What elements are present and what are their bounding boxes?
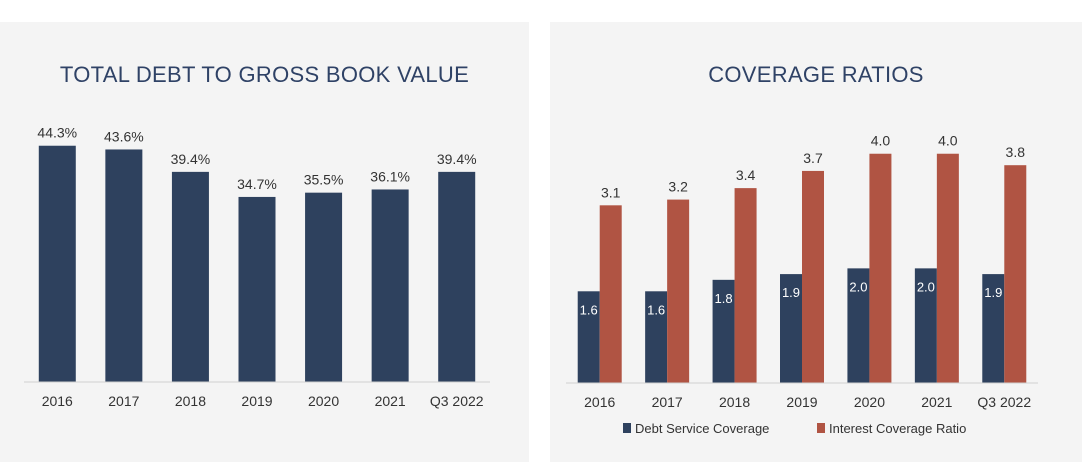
legend-swatch-debt-service	[623, 423, 631, 433]
coverage-x-tick-label: 2020	[854, 394, 885, 410]
coverage-x-tick-label: 2021	[921, 394, 952, 410]
coverage-ratios-chart: 1.6 3.1 2016 1.6 3.2 2017 1.8 3.4 2018 1.9 3.7 2019…	[566, 133, 1038, 436]
dsc-value-label: 1.6	[647, 302, 665, 317]
dsc-bar-2017	[645, 291, 668, 383]
debt-value-label: 34.7%	[237, 176, 277, 192]
icr-value-label: 3.8	[1006, 144, 1026, 160]
coverage-chart-title: COVERAGE RATIOS	[708, 62, 924, 87]
icr-value-label: 3.4	[736, 167, 756, 183]
debt-x-tick-label: Q3 2022	[430, 393, 484, 409]
legend-label-debt-service: Debt Service Coverage	[635, 421, 769, 436]
legend-label-interest-coverage: Interest Coverage Ratio	[829, 421, 966, 436]
debt-x-tick-label: 2018	[175, 393, 206, 409]
dsc-value-label: 1.8	[715, 291, 733, 306]
debt-value-label: 35.5%	[304, 172, 344, 188]
icr-bar-2020	[869, 153, 892, 383]
dsc-bar-2016	[577, 291, 600, 383]
debt-value-label: 39.4%	[437, 151, 477, 167]
dsc-bar-2019	[780, 274, 802, 383]
debt-x-tick-label: 2016	[42, 393, 73, 409]
debt-x-tick-label: 2020	[308, 393, 339, 409]
debt-value-label: 44.3%	[37, 125, 77, 141]
debt-to-book-panel: TOTAL DEBT TO GROSS BOOK VALUE 44.3% 2016…	[0, 22, 529, 462]
coverage-x-tick-label: 2018	[719, 394, 750, 410]
debt-x-tick-label: 2017	[108, 393, 139, 409]
icr-bar-2018	[734, 188, 757, 383]
icr-bar-2016	[599, 205, 622, 383]
icr-value-label: 3.1	[601, 184, 621, 200]
icr-bar-q3-2022	[1004, 165, 1027, 383]
debt-bar-q3-2022	[438, 171, 476, 382]
debt-chart-title: TOTAL DEBT TO GROSS BOOK VALUE	[59, 62, 470, 87]
icr-value-label: 4.0	[938, 133, 958, 149]
debt-value-label: 39.4%	[171, 151, 211, 167]
debt-x-tick-label: 2021	[375, 393, 406, 409]
coverage-x-tick-label: 2019	[786, 394, 817, 410]
icr-bar-2017	[667, 199, 690, 383]
debt-to-book-chart: 44.3% 2016 43.6% 2017 39.4% 2018 34.7% 2019 35.5…	[24, 125, 490, 409]
debt-value-label: 43.6%	[104, 128, 144, 144]
debt-bar-2021	[371, 189, 409, 382]
dsc-bar-2021	[914, 268, 937, 383]
debt-value-label: 36.1%	[370, 168, 410, 184]
debt-bar-2019	[238, 196, 276, 382]
debt-bar-2020	[305, 192, 343, 382]
debt-bar-2018	[171, 171, 209, 382]
dsc-bar-q3-2022	[982, 274, 1005, 383]
dsc-value-label: 2.0	[917, 279, 935, 294]
debt-bar-2016	[38, 145, 76, 382]
dsc-bar-2018	[712, 279, 735, 383]
coverage-x-tick-label: Q3 2022	[977, 394, 1031, 410]
dsc-value-label: 1.9	[782, 285, 800, 300]
coverage-x-tick-label: 2016	[584, 394, 615, 410]
debt-x-tick-label: 2019	[241, 393, 272, 409]
icr-bar-2021	[936, 153, 959, 383]
coverage-x-tick-label: 2017	[652, 394, 683, 410]
coverage-ratios-panel: COVERAGE RATIOS 1.6 3.1 2016 1.6 3.2 2017 1.8 3…	[550, 22, 1082, 462]
icr-value-label: 3.7	[803, 150, 823, 166]
legend-swatch-interest-coverage	[817, 423, 825, 433]
icr-bar-2019	[802, 170, 824, 383]
dsc-value-label: 2.0	[849, 279, 867, 294]
dsc-bar-2020	[847, 268, 870, 383]
dsc-value-label: 1.9	[984, 285, 1002, 300]
dsc-value-label: 1.6	[580, 302, 598, 317]
icr-value-label: 3.2	[668, 179, 688, 195]
debt-bar-2017	[105, 149, 143, 382]
icr-value-label: 4.0	[871, 133, 891, 149]
